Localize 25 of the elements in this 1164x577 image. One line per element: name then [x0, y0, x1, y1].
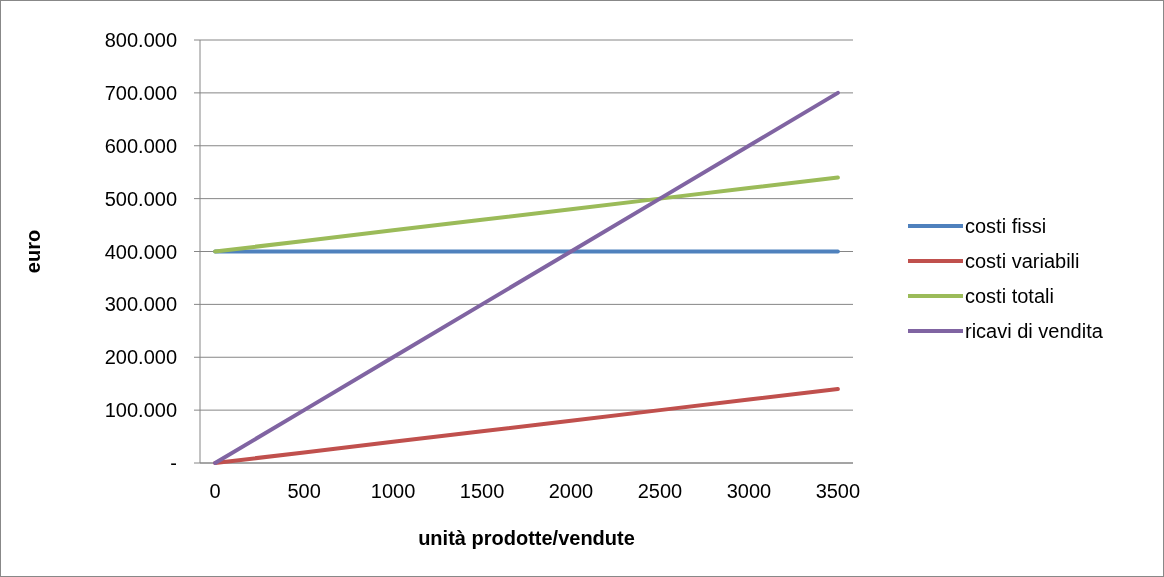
x-axis-title: unità prodotte/vendute	[418, 527, 635, 549]
y-tick-label: 500.000	[104, 187, 177, 210]
y-axis-title: euro	[22, 229, 44, 274]
x-tick-label: 2000	[548, 480, 594, 502]
y-tick-label: 100.000	[104, 399, 177, 422]
x-tick-label: 2500	[637, 480, 683, 502]
x-tick-label: 3500	[815, 480, 861, 502]
x-tick-label: 0	[209, 480, 221, 502]
y-tick-label: 800.000	[104, 29, 177, 51]
x-tick-label: 3000	[726, 480, 772, 502]
y-tick-label: -	[170, 452, 177, 474]
x-tick-label: 500	[287, 480, 321, 502]
line-series	[213, 90, 840, 465]
y-tick-label: 400.000	[104, 240, 177, 263]
y-tick-label: 200.000	[104, 346, 177, 369]
legend-label: ricavi di vendita	[965, 320, 1104, 342]
legend-label: costi variabili	[965, 250, 1080, 272]
y-tick-label: 300.000	[104, 293, 177, 316]
y-tick-label: 600.000	[104, 134, 177, 157]
x-tick-label: 1000	[370, 480, 416, 502]
line-series	[213, 175, 840, 254]
y-tick-label: 700.000	[104, 81, 177, 104]
legend-label: costi totali	[965, 285, 1054, 307]
x-tick-label: 1500	[459, 480, 505, 502]
legend-label: costi fissi	[965, 215, 1047, 237]
